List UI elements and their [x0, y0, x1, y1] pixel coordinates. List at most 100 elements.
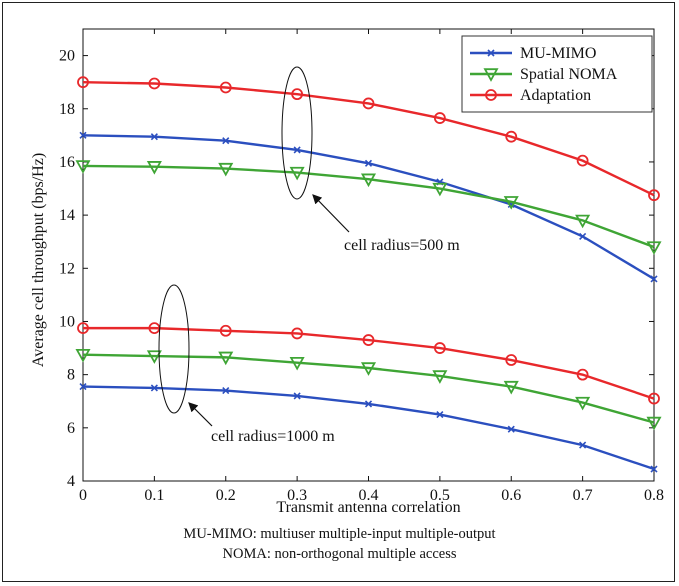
y-tick-label: 12: [59, 260, 75, 277]
data-point: [150, 384, 158, 392]
data-point: [505, 354, 518, 366]
x-tick-label: 0.3: [287, 487, 307, 504]
data-point: [648, 392, 660, 405]
data-point: [503, 196, 519, 210]
data-point: [289, 356, 305, 371]
data-point: [576, 368, 589, 381]
series-spatial-noma-500m: [75, 160, 662, 255]
series-line: [82, 80, 655, 197]
x-axis-label: Transmit antenna correlation: [276, 499, 460, 516]
series-mu-mimo-1000m: [79, 383, 658, 473]
data-point: [79, 383, 87, 391]
x-tick-label: 0: [79, 487, 87, 504]
data-point: [218, 351, 234, 366]
data-point: [148, 77, 161, 90]
data-point: [579, 441, 587, 449]
series-adaptation-500m: [77, 76, 660, 202]
y-tick-label: 18: [59, 101, 75, 118]
data-point: [576, 154, 589, 167]
x-tick-label: 0.5: [430, 487, 450, 504]
data-point: [364, 159, 373, 167]
data-point: [650, 275, 658, 283]
series-layer: [75, 76, 662, 473]
ellipse-500m: [281, 66, 313, 200]
annotation-label-500m: cell radius=500 m: [344, 237, 460, 254]
data-point: [219, 81, 232, 94]
y-tick-label: 14: [59, 207, 75, 224]
x-tick-label: 0.4: [359, 487, 379, 504]
data-point: [222, 137, 230, 145]
data-point: [364, 400, 373, 408]
data-point: [77, 76, 89, 89]
axes: 0 0.1 0.2 0.3 0.4 0.5 0.6 0.7 0.8 4 6 8 10 12 14 16 18 20: [59, 28, 664, 504]
series-adaptation-1000m: [77, 322, 660, 405]
data-point: [289, 166, 305, 181]
series-spatial-noma-1000m: [75, 349, 662, 431]
y-tick-label: 8: [67, 367, 75, 384]
legend-marker: [487, 49, 495, 57]
x-tick-label: 0.7: [573, 487, 593, 504]
data-point: [293, 146, 301, 154]
data-point: [219, 324, 232, 337]
series-line: [82, 164, 655, 249]
annotations: cell radius=500 m cell radius=1000 m: [158, 66, 460, 445]
data-point: [360, 173, 377, 188]
data-point: [432, 182, 448, 197]
data-point: [146, 161, 162, 175]
data-point: [505, 130, 518, 143]
data-point: [362, 334, 375, 346]
annotation-arrow-500m: [312, 194, 350, 233]
legend-label-adaptation: Adaptation: [520, 87, 591, 104]
y-tick-label: 20: [59, 48, 75, 65]
y-tick-label: 10: [59, 313, 75, 330]
data-point: [575, 396, 591, 411]
legend-marker: [485, 89, 497, 101]
data-point: [218, 162, 234, 177]
data-point: [579, 232, 587, 240]
data-point: [503, 380, 519, 395]
data-point: [436, 410, 444, 419]
data-point: [650, 465, 658, 473]
x-tick-label: 0.2: [216, 487, 236, 504]
annotation-label-1000m: cell radius=1000 m: [211, 428, 335, 445]
annotation-arrow-1000m: [188, 402, 213, 427]
series-line: [83, 326, 655, 400]
data-point: [646, 416, 662, 431]
data-point: [146, 350, 162, 364]
data-point: [293, 392, 301, 400]
data-point: [433, 342, 446, 354]
legend-label-mu-mimo: MU-MIMO: [520, 45, 596, 62]
legend-marker: [483, 68, 499, 82]
data-point: [507, 425, 515, 433]
data-point: [75, 349, 91, 363]
data-point: [432, 370, 448, 384]
caption-line-2: NOMA: non-orthogonal multiple access: [222, 546, 457, 562]
data-point: [362, 97, 375, 110]
y-tick-label: 16: [59, 154, 75, 171]
x-tick-label: 0.8: [644, 487, 664, 504]
data-point: [291, 327, 304, 340]
legend: MU-MIMO Spatial NOMA Adaptation: [461, 35, 653, 113]
y-tick-label: 4: [67, 473, 75, 490]
data-point: [150, 133, 158, 141]
data-point: [79, 131, 87, 139]
data-point: [360, 362, 377, 376]
data-point: [648, 189, 660, 202]
series-line: [82, 353, 655, 424]
data-point: [433, 112, 446, 124]
series-mu-mimo-500m: [79, 131, 658, 283]
data-point: [646, 241, 662, 255]
data-point: [222, 387, 230, 395]
data-point: [77, 322, 89, 335]
data-point: [575, 214, 591, 229]
x-tick-label: 0.6: [501, 487, 521, 504]
ellipse-1000m: [158, 284, 190, 414]
data-point: [75, 160, 91, 174]
caption-line-1: MU-MIMO: multiuser multiple-input multip…: [183, 526, 496, 542]
y-tick-label: 6: [67, 420, 75, 437]
legend-label-spatial-noma: Spatial NOMA: [520, 66, 618, 83]
y-axis-label: Average cell throughput (bps/Hz): [30, 153, 47, 367]
data-point: [291, 88, 304, 101]
x-tick-label: 0.1: [144, 487, 164, 504]
